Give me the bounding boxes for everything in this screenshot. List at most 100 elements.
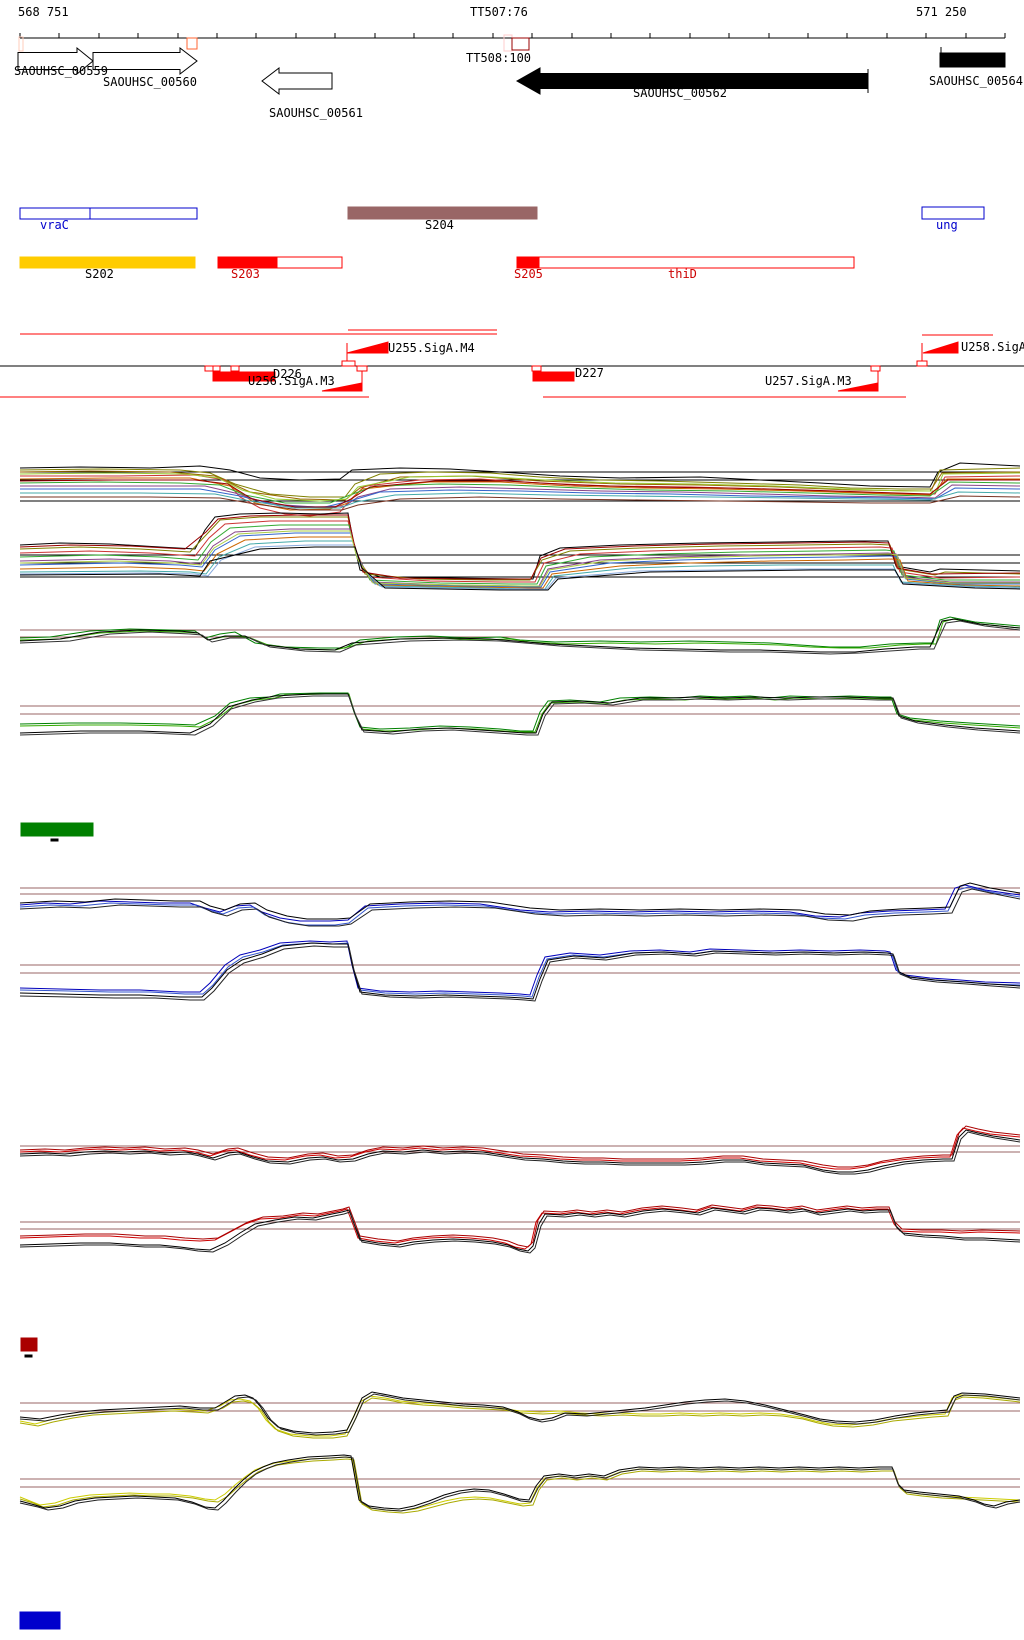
tss-u255-box[interactable] [341, 360, 356, 367]
tss-label-u257: U257.SigA.M3 [765, 374, 852, 388]
gene-saouhsc-00564[interactable] [939, 52, 1006, 68]
tss-u258-box[interactable] [916, 360, 928, 367]
segment-label-s202: S202 [85, 267, 114, 281]
segment-ung[interactable] [921, 206, 985, 220]
terminator-d226[interactable] [212, 371, 276, 382]
track-all-bottom-series-5 [19, 532, 1020, 588]
track-yellow-top-series-3 [19, 1393, 1021, 1436]
track-blue-top-series-3 [19, 888, 1021, 927]
tt507-label: TT507:76 [470, 5, 528, 19]
tss-u257-flag[interactable] [837, 382, 879, 392]
tt508-marker[interactable] [511, 37, 530, 51]
coordinate-start-label: 568 751 [18, 5, 69, 19]
legend-green-dash [50, 838, 59, 842]
track-all-top-series-6 [20, 484, 1021, 508]
track-red-bottom-series-3 [19, 1209, 1021, 1254]
track-all-bottom-series-11 [19, 546, 1021, 591]
tss-label-u255: U255.SigA.M4 [388, 341, 475, 355]
track-all-top-series-1 [19, 467, 1021, 498]
track-all-top-series-4 [19, 477, 1020, 511]
legend-blue-swatch [19, 1611, 61, 1630]
tss-u258-flag[interactable] [922, 341, 959, 354]
track-all-bottom-series-7 [19, 540, 1021, 590]
track-all-top-series-9 [20, 495, 1021, 511]
track-blue-bottom-series-0 [19, 940, 1021, 996]
tss-label-u258: U258.SigA [961, 340, 1024, 354]
track-all-bottom-series-2 [19, 520, 1021, 583]
tss-u255-flag[interactable] [346, 341, 389, 354]
track-all-bottom-series-0 [19, 512, 1021, 580]
terminator-d226-box2[interactable] [212, 365, 221, 372]
tss-u256-flag[interactable] [321, 382, 363, 392]
gene-label-saouhsc-00562: SAOUHSC_00562 [633, 86, 727, 100]
segment-s204[interactable] [347, 206, 538, 220]
track-red-bottom-series-2 [19, 1207, 1021, 1252]
legend-darkred-dash [24, 1354, 33, 1358]
track-green-top-series-2 [19, 618, 1021, 653]
tss-u256-box[interactable] [356, 365, 368, 372]
gene-saouhsc-00562[interactable] [515, 67, 869, 95]
gene-saouhsc-00560[interactable] [92, 46, 198, 76]
tss-u257-box[interactable] [870, 365, 881, 372]
track-yellow-bottom-series-2 [19, 1454, 1021, 1510]
track-all-bottom-series-6 [19, 536, 1021, 589]
track-green-bottom-series-1 [19, 693, 1021, 733]
track-red-top-series-3 [19, 1131, 1021, 1175]
segment-label-vrac: vraC [40, 218, 69, 232]
track-red-top-series-0 [19, 1127, 1021, 1170]
track-green-bottom-series-0 [19, 692, 1021, 732]
track-all-bottom-series-9 [19, 514, 1021, 580]
segment-s202[interactable] [19, 256, 196, 269]
track-red-top-series-2 [19, 1129, 1021, 1173]
segment-label-thid: thiD [668, 267, 697, 281]
segment-vrac[interactable] [19, 207, 198, 220]
segment-label-s205: S205 [514, 267, 543, 281]
gene-label-saouhsc-00560: SAOUHSC_00560 [103, 75, 197, 89]
track-yellow-top-series-0 [19, 1394, 1021, 1437]
segment-label-s203: S203 [231, 267, 260, 281]
gene-label-saouhsc-00559: SAOUHSC_00559 [14, 64, 108, 78]
track-all-top-series-11 [19, 479, 1020, 508]
track-blue-bottom-series-3 [19, 945, 1021, 1002]
ruler-marker-left[interactable] [18, 36, 24, 52]
track-blue-bottom-series-2 [19, 942, 1021, 1000]
track-red-bottom-series-1 [19, 1204, 1021, 1248]
terminator-d226-box1[interactable] [204, 365, 214, 372]
track-green-top-series-3 [19, 620, 1021, 655]
legend-darkred-swatch [20, 1337, 38, 1352]
segment-s203-outline[interactable] [276, 256, 343, 269]
segment-label-s204: S204 [425, 218, 454, 232]
track-blue-top-series-2 [19, 882, 1021, 920]
track-all-top-series-8 [20, 491, 1021, 509]
track-all-top-series-7 [20, 487, 1021, 508]
track-blue-bottom-series-1 [19, 942, 1021, 998]
terminator-d226-box3[interactable] [230, 365, 240, 372]
coordinate-end-label: 571 250 [916, 5, 967, 19]
track-yellow-top-series-2 [19, 1391, 1021, 1434]
terminator-label-d227: D227 [575, 366, 604, 380]
terminator-label-d226: D226 [273, 367, 302, 381]
track-all-top-series-10 [19, 472, 1021, 502]
legend-green-swatch [20, 822, 94, 837]
track-red-top-series-1 [19, 1125, 1021, 1168]
ruler-marker-orange[interactable] [186, 37, 198, 50]
gene-saouhsc-00559[interactable] [17, 46, 94, 76]
track-yellow-bottom-series-1 [19, 1458, 1021, 1514]
track-green-top-series-1 [19, 618, 1021, 651]
gene-saouhsc-00561[interactable] [261, 66, 333, 96]
track-all-bottom-series-8 [19, 544, 1021, 590]
track-green-bottom-series-2 [19, 693, 1021, 734]
track-all-bottom-series-3 [19, 524, 1020, 585]
terminator-d227-box[interactable] [531, 365, 542, 372]
segment-label-ung: ung [936, 218, 958, 232]
track-yellow-bottom-series-3 [19, 1456, 1021, 1512]
track-green-bottom-series-3 [19, 695, 1021, 736]
segment-thid-outline[interactable] [538, 256, 855, 269]
track-all-bottom-series-10 [19, 530, 1020, 587]
tss-label-u256: U256.SigA.M3 [248, 374, 335, 388]
tt507-marker[interactable] [503, 34, 513, 52]
terminator-d227[interactable] [532, 371, 575, 382]
track-yellow-bottom-series-0 [19, 1456, 1021, 1512]
